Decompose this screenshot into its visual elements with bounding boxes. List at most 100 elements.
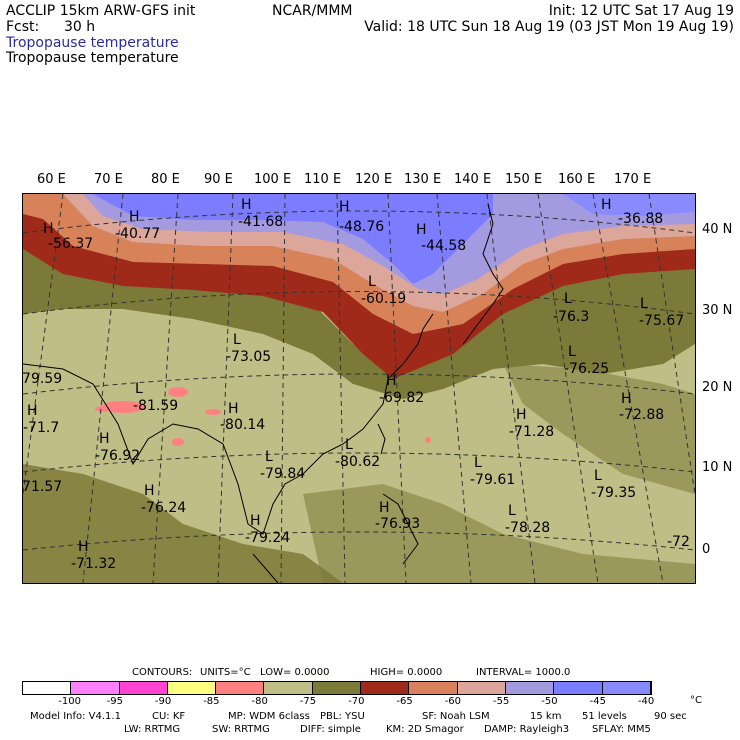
contours-low: LOW= 0.0000: [260, 667, 330, 678]
extremum-value: -78.28: [505, 520, 551, 536]
tropopause-temperature-map: [23, 194, 695, 583]
colorbar-tick-label: -95: [106, 696, 123, 707]
extremum-value: -41.68: [238, 214, 284, 230]
shade-south-patch: [23, 464, 343, 583]
meridian: [648, 194, 695, 495]
colorbar-tick-label: -100: [58, 696, 81, 707]
extremum-marker: L: [265, 449, 273, 465]
contours-units: UNITS=°C: [200, 667, 251, 678]
shade-minus45-core: [93, 194, 493, 284]
colorbar-tick-label: -45: [589, 696, 606, 707]
contours-label: CONTOURS:: [132, 667, 193, 678]
extremum-value: -79.59: [22, 371, 63, 387]
model-pbl: PBL: YSU: [320, 711, 365, 722]
model-sw: SW: RRTMG: [212, 724, 270, 735]
lon-label: 160 E: [558, 172, 596, 187]
extremum-value: -44.58: [421, 238, 467, 254]
extremum-marker: H: [379, 500, 390, 516]
extremum-value: -76.3: [553, 309, 590, 325]
init-time: Init: 12 UTC Sat 17 Aug 19: [548, 3, 734, 19]
extremum-marker: L: [135, 381, 143, 397]
meridian: [280, 194, 286, 583]
extremum-marker: H: [129, 209, 140, 225]
extremum-marker: L: [368, 274, 376, 290]
lon-label: 110 E: [304, 172, 342, 187]
colorbar-tick-label: -55: [493, 696, 510, 707]
asia-coastline: [23, 313, 434, 535]
extremum-value: -72.88: [619, 407, 665, 423]
lon-label: 90 E: [204, 172, 233, 187]
meridian: [486, 194, 536, 583]
colorbar-swatch: [264, 682, 313, 694]
colorbar-swatch: [312, 682, 362, 694]
extremum-value: -71.32: [71, 556, 117, 572]
colorbar: [22, 681, 652, 695]
extremum-value: -79.84: [260, 466, 306, 482]
extremum-value: -71.57: [22, 479, 63, 495]
field-title-contour: Tropopause temperature: [6, 50, 179, 66]
extremum-marker: H: [43, 221, 54, 237]
extremum-value: -80.14: [220, 417, 266, 433]
extremum-value: -75.67: [639, 313, 685, 329]
colorbar-tick-label: -65: [396, 696, 413, 707]
extremum-value: -40.77: [115, 226, 161, 242]
colorbar-swatch: [119, 682, 168, 694]
extremum-marker: L: [594, 468, 602, 484]
meridian: [537, 194, 599, 583]
colorbar-tick-label: -60: [444, 696, 462, 707]
colorbar-swatch: [457, 682, 506, 694]
model-sf: SF: Noah LSM: [422, 711, 490, 722]
colorbar-tick-label: -80: [251, 696, 268, 707]
extremum-marker: H: [416, 222, 427, 238]
colorbar-swatch: [409, 682, 458, 694]
model-diff: DIFF: simple: [300, 724, 361, 735]
extremum-value: -76.24: [141, 500, 187, 516]
model-timestep: 90 sec: [654, 711, 687, 722]
extremum-marker: L: [568, 344, 576, 360]
colorbar-tick-label: -70: [348, 696, 365, 707]
extremum-value: -81.59: [133, 398, 179, 414]
extremum-value: -80.62: [335, 454, 381, 470]
shade-pacific-patch: [503, 364, 695, 494]
graticule: [23, 194, 695, 583]
forecast-label: Fcst:: [6, 19, 40, 35]
extremum-marker: L: [345, 437, 353, 453]
colorbar-swatch: [71, 682, 120, 694]
extremum-marker: H: [144, 483, 155, 499]
extremum-value: -71.7: [23, 420, 60, 436]
extremum-value: -48.76: [339, 219, 385, 235]
lon-label: 70 E: [94, 172, 123, 187]
malay-coast: [252, 553, 279, 583]
lon-label: 130 E: [404, 172, 442, 187]
shade-minus40-core: [563, 194, 695, 216]
meridian: [217, 194, 234, 583]
colorbar-tick-label: -75: [299, 696, 317, 707]
colorbar-swatch: [554, 682, 603, 694]
colorbar-swatch: [361, 682, 410, 694]
parallel-10n: [23, 452, 695, 473]
colorbar-tick-label: -90: [154, 696, 172, 707]
extremum-marker: H: [78, 539, 89, 555]
contours-high: HIGH= 0.0000: [370, 667, 443, 678]
extremum-value: -76.92: [95, 448, 141, 464]
extremum-marker: H: [27, 403, 38, 419]
meridian: [436, 194, 472, 583]
extremum-value: -36.88: [618, 211, 664, 227]
model-levels: 51 levels: [582, 711, 627, 722]
extremum-value: -60.19: [361, 291, 407, 307]
extremum-marker: L: [233, 332, 241, 348]
extremum-marker: L: [564, 291, 572, 307]
meridian: [82, 194, 124, 583]
extremum-value: -79.35: [591, 485, 637, 501]
shade-minus80-patches: [95, 387, 431, 446]
extremum-value: -69.82: [379, 390, 425, 406]
colorbar-unit: °C: [690, 695, 702, 706]
lon-label: 60 E: [37, 172, 66, 187]
parallel-30n: [23, 291, 695, 315]
colorbar-swatch: [505, 682, 555, 694]
lon-label: 100 E: [254, 172, 292, 187]
model-title: ACCLIP 15km ARW-GFS init: [6, 3, 196, 19]
model-lw: LW: RRTMG: [124, 724, 181, 735]
japan-korea-coast: [462, 203, 504, 345]
extremum-value: -72: [667, 534, 690, 550]
